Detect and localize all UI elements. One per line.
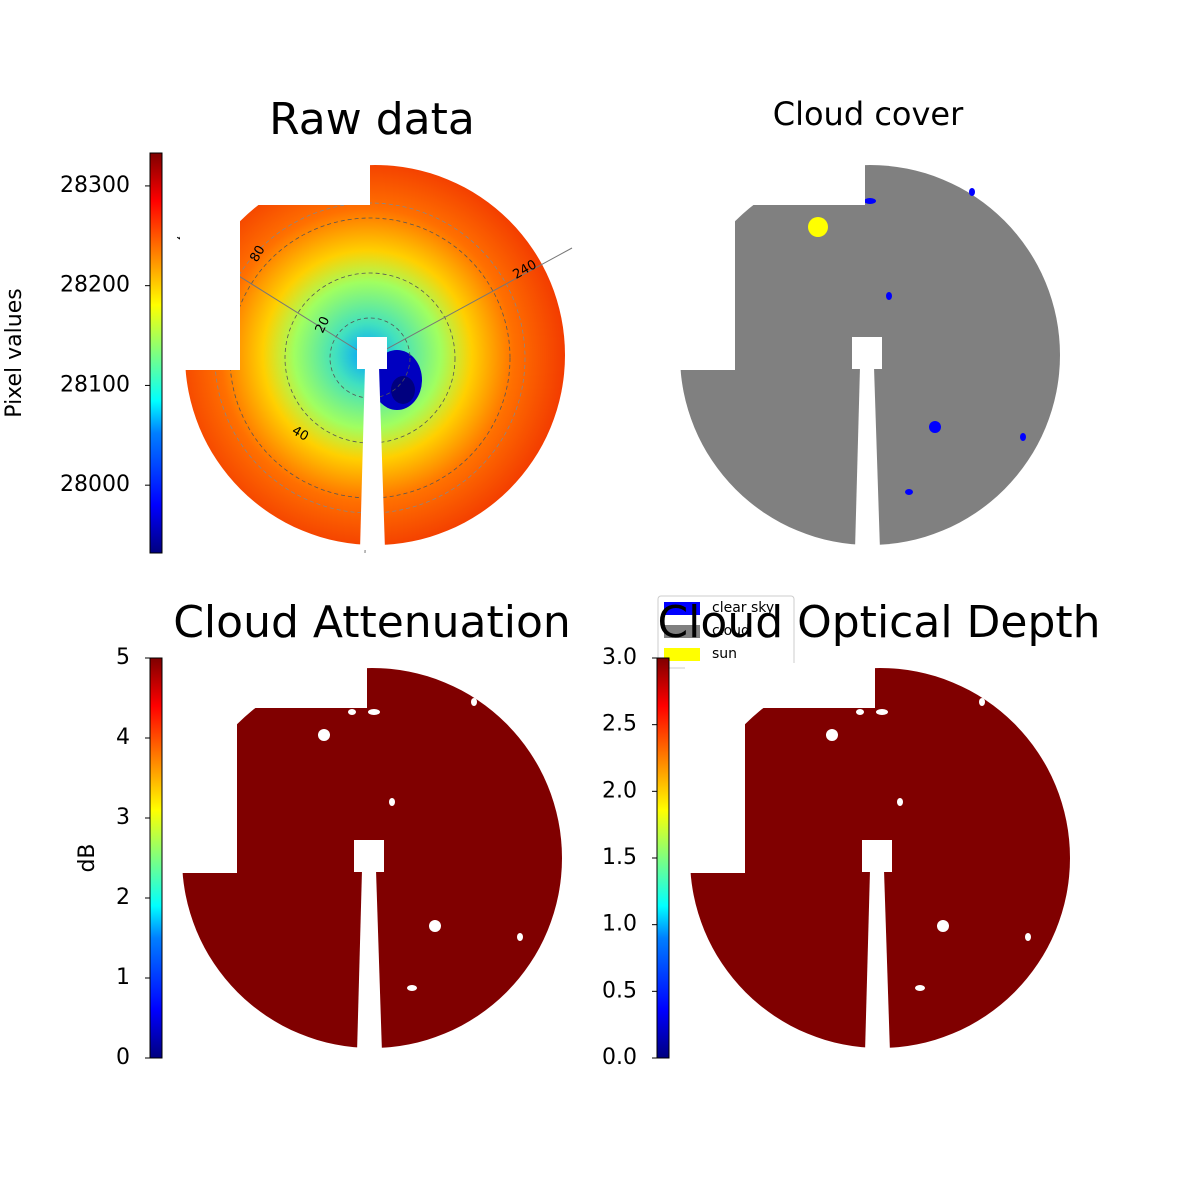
- masked-spot: [856, 709, 864, 715]
- arm-mask: [357, 337, 387, 369]
- legend-label: sun: [712, 646, 737, 662]
- colorbar-tick-label: 2: [116, 885, 130, 910]
- colorbar: [656, 657, 670, 1059]
- colorbar-tick-label: 5: [116, 645, 130, 670]
- arm-mask: [354, 840, 384, 872]
- colorbar-tick-label: 1: [116, 965, 130, 990]
- masked-spot: [517, 933, 523, 941]
- colorbar-tick-label: 1.5: [602, 845, 637, 870]
- panel: [675, 160, 1060, 550]
- colorbar-tick-label: 4: [116, 725, 130, 750]
- masked-spot: [897, 798, 903, 806]
- masked-spot: [429, 920, 441, 932]
- polar-label: 40: [289, 423, 311, 444]
- clear-sky-patch: [886, 292, 892, 300]
- horizon-mask: [177, 663, 367, 708]
- clear-sky-patch: [1020, 433, 1026, 441]
- legend-swatch: [664, 648, 700, 661]
- masked-spot: [876, 709, 888, 715]
- colorbar-tick-label: 1.0: [602, 912, 637, 937]
- arm-mask: [865, 870, 890, 1053]
- arm-mask: [852, 337, 882, 369]
- masked-spot: [826, 729, 838, 741]
- masked-spot: [407, 985, 417, 991]
- masked-spot: [318, 729, 330, 741]
- panel-title: Cloud Optical Depth: [657, 597, 1100, 648]
- masked-spot: [389, 798, 395, 806]
- arm-mask: [357, 870, 382, 1053]
- legend-label: clear sky: [712, 600, 774, 616]
- colorbar-tick-label: 28200: [60, 273, 130, 298]
- colorbar-tick-label: 0: [116, 1045, 130, 1070]
- colorbar-tick-label: 3: [116, 805, 130, 830]
- horizon-mask: [180, 160, 370, 205]
- legend-label: cloud: [712, 623, 750, 639]
- colorbar-tick-label: 28000: [60, 472, 130, 497]
- polar-label: 20: [313, 314, 334, 335]
- clear-sky-patch: [905, 489, 913, 495]
- colorbar-label: dB: [75, 843, 100, 872]
- colorbar: [149, 657, 163, 1059]
- panel: [177, 663, 562, 1053]
- colorbar-tick-label: 3.0: [602, 645, 637, 670]
- panel-title: Raw data: [269, 94, 475, 145]
- legend: clear sky cloud sun: [657, 595, 795, 669]
- horizon-mask: [685, 663, 875, 708]
- arm-mask: [360, 367, 385, 550]
- colorbar-tick-label: 28100: [60, 372, 130, 397]
- legend-swatch: [664, 602, 700, 615]
- polar-label: 80: [247, 243, 268, 265]
- colorbar-tick-label: 0.0: [602, 1045, 637, 1070]
- colorbar: [149, 152, 163, 554]
- panel-title: Cloud cover: [773, 95, 964, 133]
- clear-sky-patch: [864, 198, 876, 204]
- colorbar-label: Pixel values: [2, 288, 27, 417]
- clear-sky-patch: [929, 421, 941, 433]
- arm-mask: [855, 367, 880, 550]
- polar-grid: [329, 317, 411, 399]
- panel: [685, 663, 1070, 1053]
- masked-spot: [348, 709, 356, 715]
- masked-spot: [937, 920, 949, 932]
- legend-swatch: [664, 625, 700, 638]
- polar-spoke: [369, 247, 573, 359]
- colorbar-tick-label: 0.5: [602, 978, 637, 1003]
- horizon-mask: [675, 160, 865, 205]
- panel-title: Cloud Attenuation: [173, 597, 571, 648]
- colorbar-tick-label: 2.5: [602, 712, 637, 737]
- masked-spot: [915, 985, 925, 991]
- colorbar-tick-label: 2.0: [602, 778, 637, 803]
- clear-patch: [391, 376, 415, 404]
- clear-sky-patch: [969, 188, 975, 196]
- masked-spot: [471, 698, 477, 706]
- masked-spot: [368, 709, 380, 715]
- arm-mask: [862, 840, 892, 872]
- colorbar-tick-label: 28300: [60, 173, 130, 198]
- sun-marker: [808, 217, 828, 237]
- panel: 120802040240: [173, 160, 573, 554]
- masked-spot: [979, 698, 985, 706]
- masked-spot: [1025, 933, 1031, 941]
